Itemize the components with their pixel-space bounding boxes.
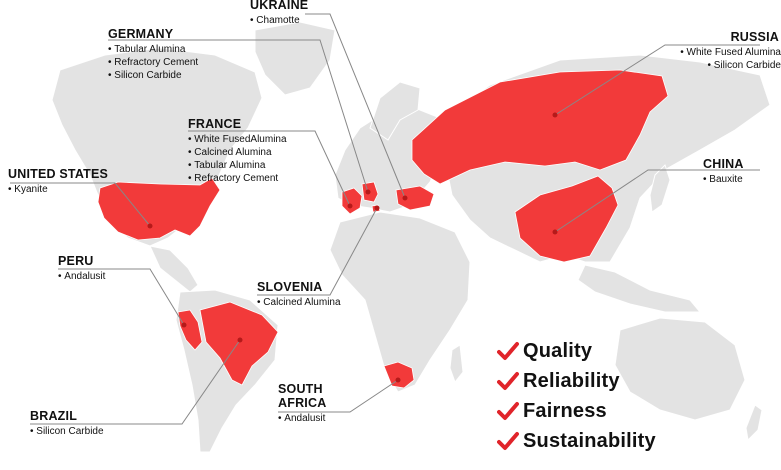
russia-label: RUSSIA White Fused Alumina Silicon Carbi… (680, 30, 781, 72)
material-item: Silicon Carbide (680, 59, 781, 72)
material-item: Andalusit (278, 412, 348, 425)
peru-dot (181, 322, 187, 328)
country-name: CHINA (703, 157, 744, 171)
value-row-fairness: Fairness (497, 396, 656, 426)
country-name: GERMANY (108, 27, 174, 41)
brazil-dot (237, 337, 243, 343)
checkmark-icon (497, 402, 519, 420)
material-list: Calcined Alumina (257, 296, 340, 309)
south-africa-highlight (383, 361, 415, 389)
material-list: Andalusit (58, 270, 105, 283)
germany-leader-line (108, 39, 369, 193)
slovenia-dot (374, 205, 380, 211)
material-item: White Fused Alumina (680, 46, 781, 59)
country-name: SOUTH AFRICA (278, 382, 327, 410)
brazil-leader-line (30, 339, 241, 425)
country-name: UKRAINE (250, 0, 309, 12)
material-item: Chamotte (250, 14, 308, 27)
value-label: Quality (523, 339, 593, 362)
checkmark-icon (497, 342, 519, 360)
france-highlight (341, 187, 363, 215)
country-name: FRANCE (188, 117, 242, 131)
value-row-quality: Quality (497, 336, 656, 366)
country-name: SLOVENIA (257, 280, 323, 294)
value-label: Fairness (523, 399, 607, 422)
country-name: BRAZIL (30, 409, 78, 423)
australia-landmass (614, 317, 746, 421)
country-name: PERU (58, 254, 94, 268)
value-row-sustainability: Sustainability (497, 426, 656, 456)
peru-label: PERU Andalusit (58, 254, 105, 283)
south-africa-dot (395, 377, 401, 383)
slovenia-leader-line (257, 207, 378, 296)
united-states-highlight (97, 177, 221, 241)
madagascar-landmass (449, 344, 464, 384)
material-item: Silicon Carbide (30, 425, 103, 438)
japan-landmass (649, 164, 671, 213)
united-states-dot (147, 223, 153, 229)
ukraine-dot (402, 195, 408, 201)
peru-highlight (177, 309, 203, 351)
checkmark-icon (497, 432, 519, 450)
brazil-label: BRAZIL Silicon Carbide (30, 409, 104, 438)
checkmark-icon (497, 372, 519, 390)
ukraine-leader-line (305, 13, 406, 199)
ukraine-highlight (395, 185, 435, 211)
value-label: Reliability (523, 369, 620, 392)
value-label: Sustainability (523, 429, 656, 452)
material-list: White Fused Alumina Silicon Carbide (680, 46, 781, 72)
greenland-landmass (254, 21, 336, 96)
south-africa-label: SOUTH AFRICA Andalusit (278, 382, 348, 425)
material-list: White FusedAlumina Calcined Alumina Tabu… (188, 133, 287, 185)
material-list: Tabular Alumina Refractory Cement Silico… (108, 43, 198, 82)
russia-leader-line (554, 44, 760, 116)
material-item: Refractory Cement (188, 172, 287, 185)
southeast-asia-landmass (577, 264, 702, 313)
germany-label: GERMANY Tabular Alumina Refractory Cemen… (108, 27, 198, 82)
material-item: Kyanite (8, 183, 108, 196)
united-states-label: UNITED STATES Kyanite (8, 167, 108, 196)
ukraine-label: UKRAINE Chamotte (250, 0, 308, 27)
material-item: Calcined Alumina (257, 296, 340, 309)
russia-dot (552, 112, 558, 118)
germany-dot (365, 189, 371, 195)
material-item: White FusedAlumina (188, 133, 286, 146)
material-item: Refractory Cement (108, 56, 198, 69)
material-list: Andalusit (278, 412, 348, 425)
values-checklist: Quality Reliability Fairness Sustainabil… (497, 336, 656, 456)
material-item: Bauxite (703, 173, 744, 186)
brazil-highlight (199, 301, 279, 386)
country-name: UNITED STATES (8, 167, 109, 181)
scandinavia-landmass (369, 81, 421, 141)
material-item: Tabular Alumina (188, 159, 287, 172)
france-label: FRANCE White FusedAlumina Calcined Alumi… (188, 117, 287, 185)
france-leader-line (188, 130, 351, 207)
china-highlight (514, 175, 619, 263)
france-dot (347, 203, 353, 209)
slovenia-label: SLOVENIA Calcined Alumina (257, 280, 341, 309)
material-item: Calcined Alumina (188, 146, 287, 159)
material-item: Andalusit (58, 270, 105, 283)
country-name: RUSSIA (730, 30, 779, 44)
central-america-landmass (149, 245, 199, 293)
peru-leader-line (58, 268, 185, 326)
material-item: Silicon Carbide (108, 69, 198, 82)
material-list: Silicon Carbide (30, 425, 103, 438)
value-row-reliability: Reliability (497, 366, 656, 396)
africa-landmass (329, 211, 471, 393)
new-zealand-landmass (745, 404, 763, 442)
china-dot (552, 229, 558, 235)
material-list: Chamotte (250, 14, 308, 27)
china-label: CHINA Bauxite (703, 157, 744, 186)
material-list: Kyanite (8, 183, 108, 196)
material-item: Tabular Alumina (108, 43, 198, 56)
material-list: Bauxite (703, 173, 744, 186)
russia-highlight (411, 69, 669, 185)
china-leader-line (554, 169, 760, 233)
